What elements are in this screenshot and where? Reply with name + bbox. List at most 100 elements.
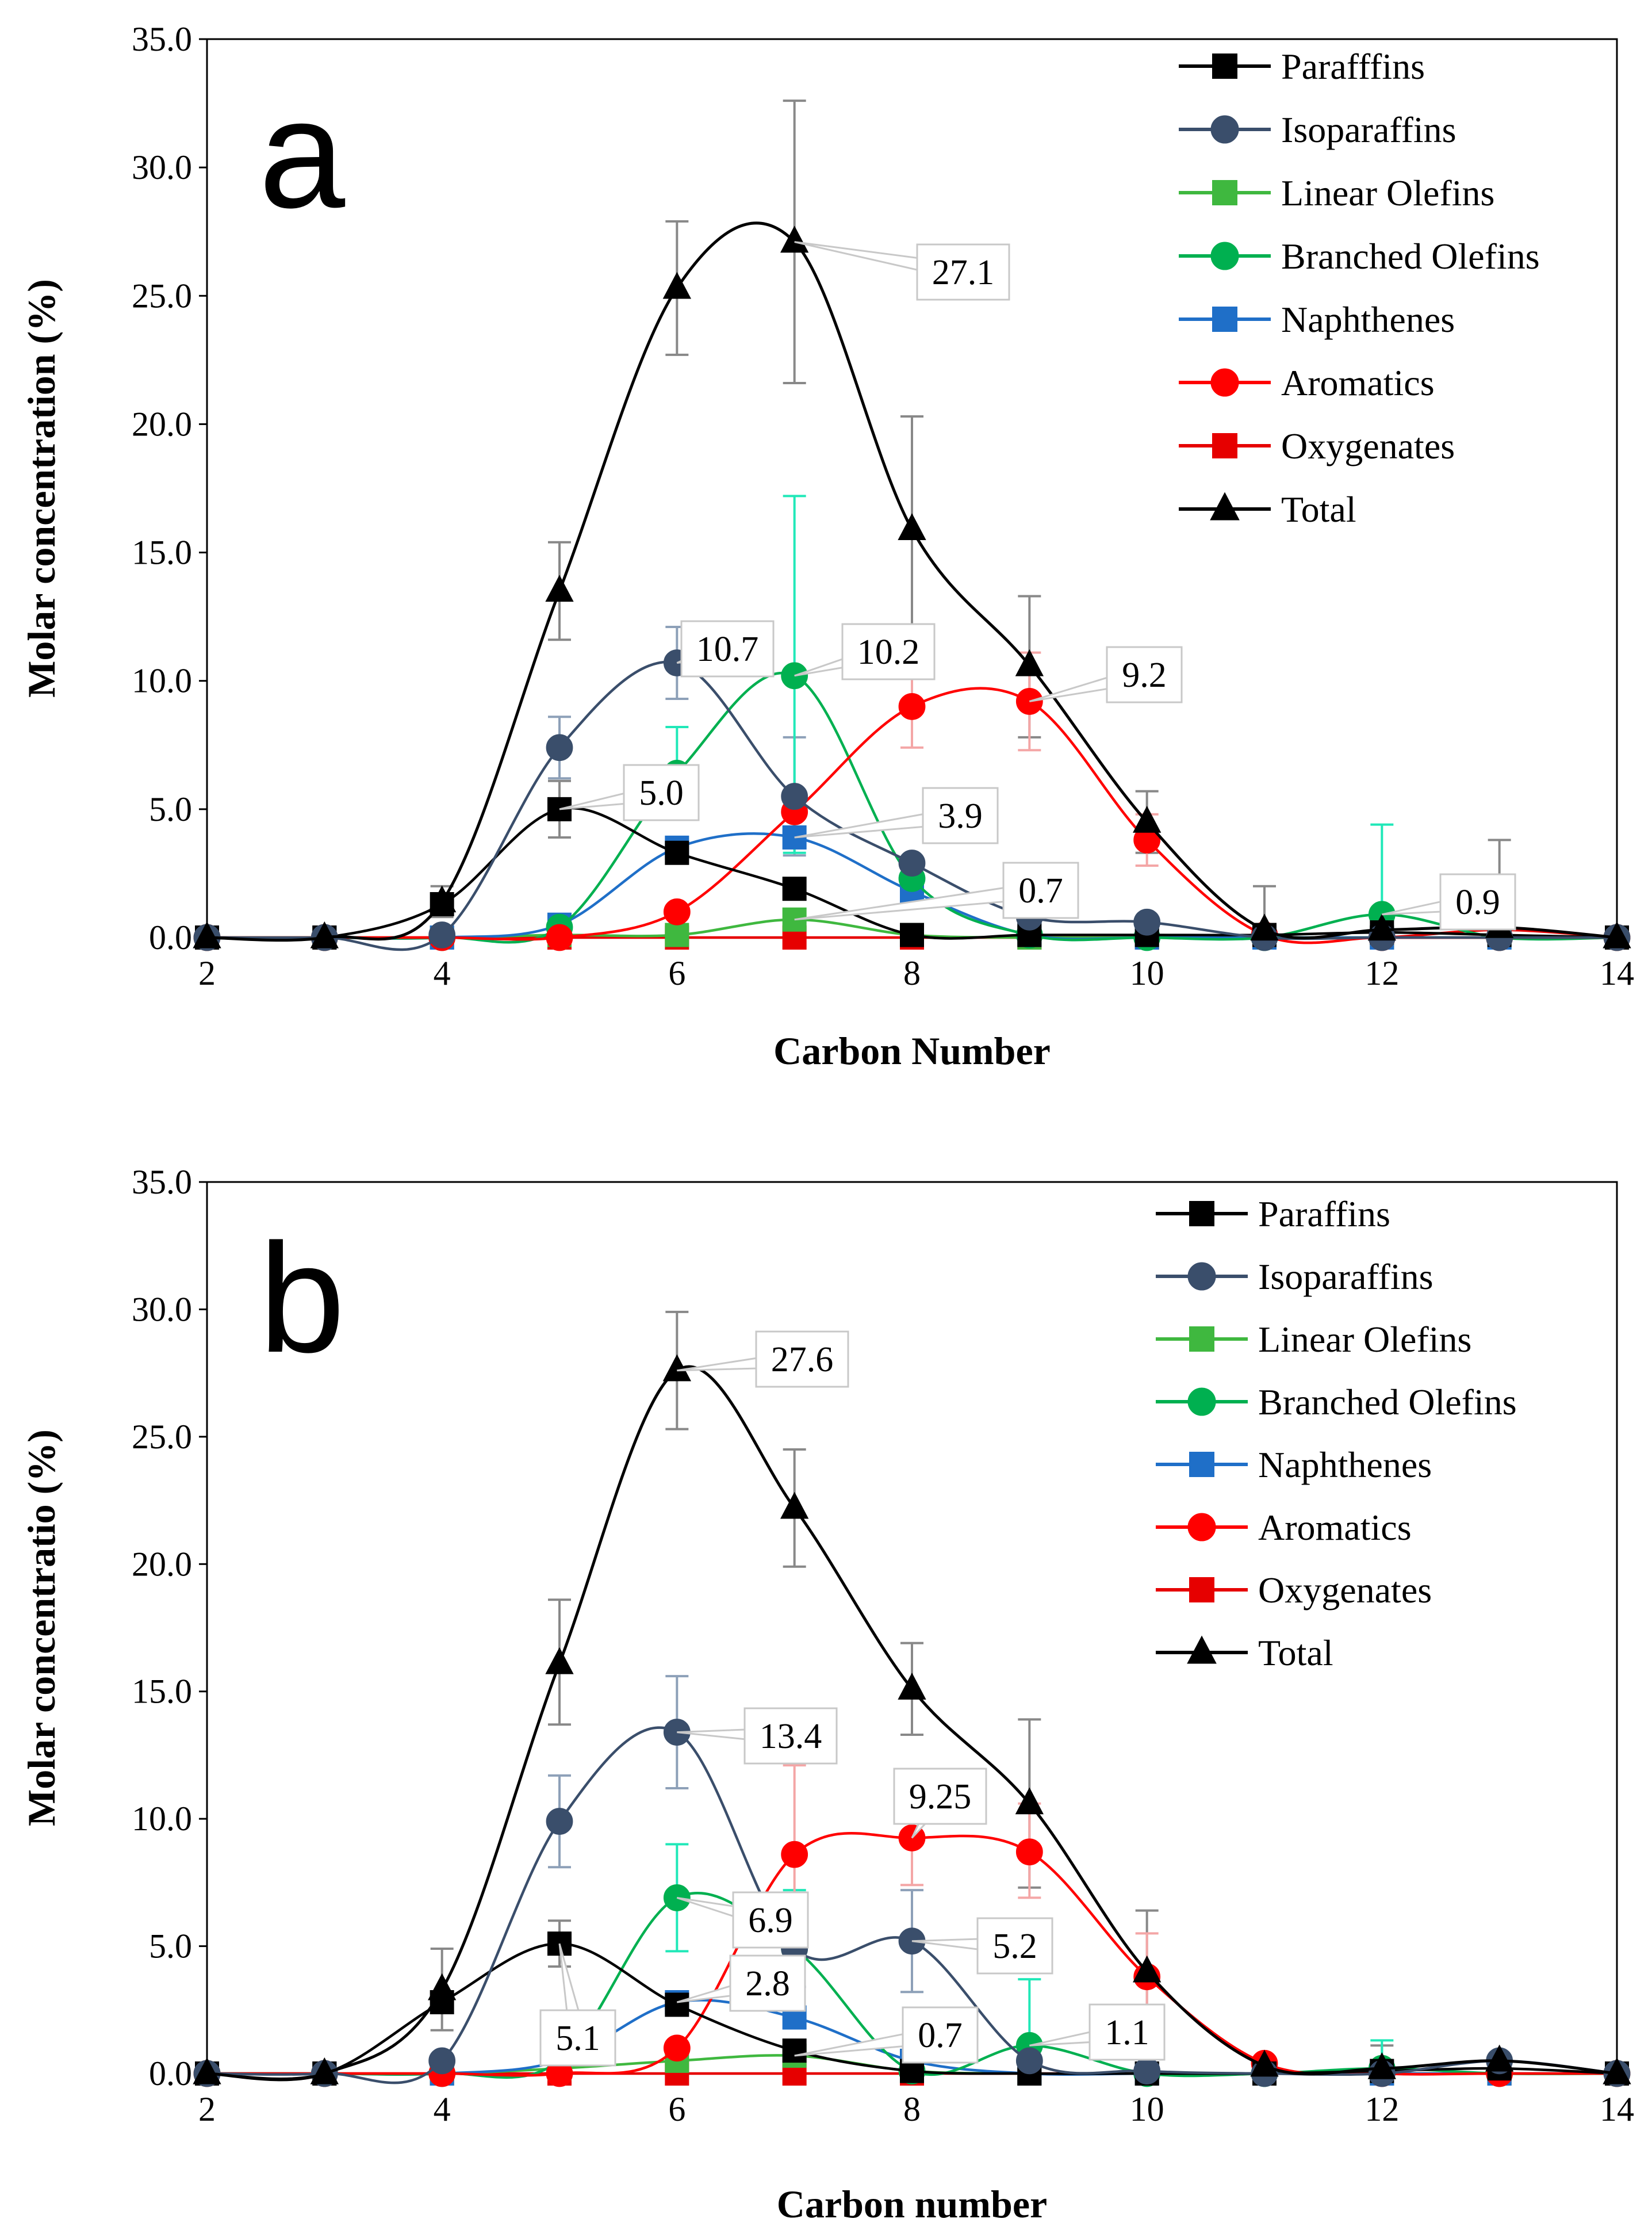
legend-item-linear_olefins: Linear Olefins bbox=[1156, 1319, 1471, 1360]
data-point-isoparaffins bbox=[428, 921, 456, 948]
callout-label: 13.4 bbox=[760, 1717, 822, 1756]
x-axis-title: Carbon number bbox=[777, 2182, 1047, 2226]
y-tick-label: 5.0 bbox=[149, 1927, 192, 1965]
legend-marker bbox=[1187, 1635, 1217, 1664]
callout-label: 1.1 bbox=[1105, 2013, 1149, 2052]
legend-item-linear_olefins: Linear Olefins bbox=[1179, 173, 1494, 213]
data-point-paraffins bbox=[900, 923, 924, 947]
data-point-linear_olefins bbox=[665, 923, 689, 947]
legend-marker bbox=[1210, 368, 1239, 397]
data-point-aromatics bbox=[663, 898, 691, 925]
x-tick-label: 6 bbox=[668, 2090, 685, 2128]
chart-panel-b: 0.0 5.0 10.0 15.0 20.0 25.0 30.0 35.0 2 4 6 8 10 12 14… bbox=[20, 1163, 1634, 2226]
callout-box bbox=[743, 1707, 838, 1765]
legend-item-total: Total bbox=[1156, 1632, 1333, 1673]
legend-label: Total bbox=[1258, 1632, 1333, 1673]
callout-label: 3.9 bbox=[938, 797, 983, 836]
legend: Paraffins Isoparaffins Linear Olefins Branc… bbox=[1156, 1193, 1517, 1673]
legend-item-branched_olefins: Branched Olefins bbox=[1156, 1382, 1517, 1422]
legend-label: Paraffins bbox=[1258, 1193, 1390, 1234]
data-point-aromatics bbox=[781, 1841, 808, 1868]
callout-label: 9.25 bbox=[909, 1777, 972, 1816]
x-tick-label: 2 bbox=[198, 954, 216, 992]
data-point-aromatics bbox=[1015, 1838, 1043, 1866]
legend-label: Naphthenes bbox=[1258, 1444, 1432, 1485]
legend-label: Branched Olefins bbox=[1281, 236, 1540, 277]
legend-label: Isoparaffins bbox=[1258, 1256, 1433, 1297]
callout-box bbox=[732, 1891, 809, 1949]
data-point-total bbox=[1133, 805, 1162, 833]
callout-annotation: 10.2 bbox=[794, 623, 936, 680]
callout-annotation: 0.7 bbox=[794, 2006, 979, 2064]
callout-annotation: 6.9 bbox=[676, 1891, 809, 1949]
data-point-total bbox=[1015, 649, 1044, 676]
x-tick-label: 6 bbox=[668, 954, 685, 992]
series-line-total bbox=[206, 1365, 1617, 2082]
callout-box bbox=[893, 1768, 987, 1825]
callout-label: 10.2 bbox=[857, 633, 920, 672]
x-tick-label: 12 bbox=[1364, 954, 1399, 992]
series-line-total bbox=[206, 221, 1617, 942]
chart-panel-a: 0.0 5.0 10.0 15.0 20.0 25.0 30.0 35.0 2 4 6 8 10 12 14… bbox=[20, 20, 1634, 1073]
legend-marker bbox=[1187, 1387, 1216, 1416]
callout-label: 0.9 bbox=[1455, 883, 1500, 922]
x-tick-label: 14 bbox=[1600, 954, 1634, 992]
y-tick-label: 10.0 bbox=[132, 662, 192, 700]
x-tick-label: 10 bbox=[1130, 2090, 1164, 2128]
callout-label: 10.7 bbox=[696, 630, 759, 669]
data-point-aromatics bbox=[663, 2034, 691, 2062]
callout-label: 27.1 bbox=[932, 253, 995, 292]
callout-annotation: 5.2 bbox=[911, 1917, 1053, 1975]
callout-box bbox=[680, 620, 775, 678]
legend-marker bbox=[1187, 1262, 1216, 1291]
y-tick-label: 25.0 bbox=[132, 277, 192, 315]
data-point-paraffins bbox=[782, 2038, 807, 2063]
legend-marker bbox=[1210, 242, 1239, 270]
legend-item-paraffins: Parafffins bbox=[1179, 46, 1425, 87]
legend-marker bbox=[1189, 1452, 1214, 1477]
y-tick-label: 5.0 bbox=[149, 790, 192, 828]
data-point-paraffins bbox=[665, 1992, 689, 2017]
legend-marker bbox=[1212, 180, 1237, 205]
callout-box bbox=[976, 1917, 1053, 1975]
callout-annotation: 27.6 bbox=[677, 1330, 849, 1388]
legend-marker bbox=[1212, 307, 1237, 332]
legend-item-isoparaffins: Isoparaffins bbox=[1156, 1256, 1433, 1297]
data-point-total bbox=[662, 271, 691, 299]
y-tick-label: 25.0 bbox=[132, 1418, 192, 1456]
x-tick-label: 4 bbox=[434, 2090, 451, 2128]
data-point-total bbox=[545, 1647, 574, 1674]
y-tick-label: 20.0 bbox=[132, 405, 192, 443]
x-tick-label: 8 bbox=[903, 2090, 921, 2128]
legend-item-branched_olefins: Branched Olefins bbox=[1179, 236, 1540, 277]
data-point-isoparaffins bbox=[1133, 908, 1161, 936]
callout-label: 9.2 bbox=[1122, 656, 1167, 695]
callout-label: 0.7 bbox=[918, 2016, 963, 2055]
callout-box bbox=[1439, 873, 1516, 931]
x-tick-label: 4 bbox=[434, 954, 451, 992]
x-tick-label: 14 bbox=[1600, 2090, 1634, 2128]
legend-label: Oxygenates bbox=[1258, 1570, 1432, 1611]
callout-annotation: 10.7 bbox=[676, 620, 775, 678]
data-point-total bbox=[1603, 921, 1631, 948]
legend-item-aromatics: Aromatics bbox=[1156, 1507, 1412, 1548]
data-point-isoparaffins bbox=[1133, 2057, 1161, 2084]
callout-box bbox=[1088, 2003, 1166, 2061]
y-tick-label: 15.0 bbox=[132, 1673, 192, 1711]
callout-box bbox=[755, 1330, 849, 1388]
legend: Parafffins Isoparaffins Linear Olefins Bran… bbox=[1179, 46, 1540, 530]
legend-item-oxygenates: Oxygenates bbox=[1156, 1570, 1432, 1611]
callout-box bbox=[539, 2009, 616, 2067]
y-tick-label: 0.0 bbox=[149, 2055, 192, 2093]
y-tick-label: 30.0 bbox=[132, 1290, 192, 1328]
y-tick-label: 30.0 bbox=[132, 148, 192, 186]
legend-label: Total bbox=[1281, 489, 1356, 530]
data-point-total bbox=[428, 1973, 457, 2000]
callout-box bbox=[902, 2006, 979, 2064]
x-tick-label: 10 bbox=[1130, 954, 1164, 992]
series-isoparaffins bbox=[193, 1719, 1631, 2087]
callout-label: 5.0 bbox=[639, 774, 684, 813]
y-tick-label: 35.0 bbox=[132, 20, 192, 58]
x-tick-label: 12 bbox=[1364, 2090, 1399, 2128]
callout-box bbox=[1002, 862, 1079, 919]
